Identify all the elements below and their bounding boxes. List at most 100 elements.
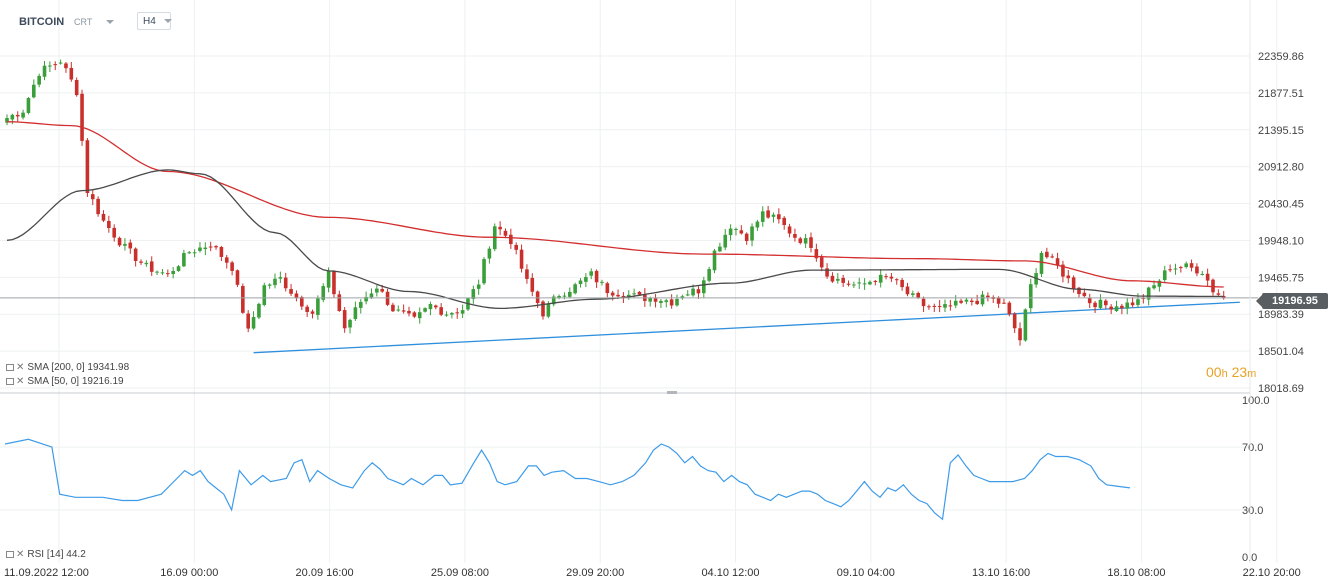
panel-resize-handle[interactable]	[667, 391, 677, 394]
candle-body	[289, 289, 293, 294]
candle	[1173, 263, 1178, 275]
candle	[830, 272, 835, 283]
close-icon[interactable]: ✕	[16, 376, 25, 387]
candle	[69, 61, 74, 82]
candle	[1098, 294, 1103, 310]
trendline	[253, 301, 1240, 354]
candle	[128, 239, 133, 254]
candle	[144, 260, 149, 267]
candle-body	[1162, 270, 1167, 280]
candle	[198, 242, 202, 253]
candle-body	[149, 261, 154, 272]
candle	[948, 299, 953, 311]
candle	[262, 282, 267, 307]
candle-body	[669, 299, 674, 306]
candle-body	[391, 304, 395, 312]
candle-body	[1045, 251, 1049, 258]
candle	[1007, 301, 1012, 317]
candle-body	[900, 279, 904, 288]
candle	[814, 243, 819, 262]
candle-body	[412, 312, 417, 317]
time-tick-label: 04.10 12:00	[701, 567, 759, 579]
candle	[991, 295, 996, 304]
candle-body	[482, 259, 486, 284]
candle	[348, 318, 352, 334]
candle-body	[348, 319, 352, 328]
candle	[578, 278, 583, 288]
candle-body	[450, 312, 454, 315]
candle	[771, 212, 776, 223]
candle-body	[509, 234, 513, 245]
rsi-tick-label: 30.0	[1242, 505, 1263, 517]
candle	[878, 269, 883, 288]
candle-body	[332, 271, 336, 295]
candle-body	[712, 250, 717, 271]
candle	[423, 307, 427, 313]
candle	[112, 224, 116, 242]
candle-body	[600, 281, 604, 283]
symbol-label[interactable]: BITCOIN	[19, 16, 65, 28]
candle	[862, 278, 867, 290]
candle-body	[1082, 292, 1087, 297]
candle-body	[605, 283, 610, 294]
candle-body	[460, 310, 465, 314]
candle-body	[1173, 268, 1178, 270]
settings-icon[interactable]	[6, 378, 14, 385]
candle-body	[444, 314, 449, 316]
candle	[133, 247, 138, 267]
candle-body	[1002, 302, 1006, 304]
candle-body	[32, 84, 36, 98]
candle-body	[214, 246, 218, 248]
close-icon[interactable]: ✕	[16, 549, 25, 560]
candle	[1045, 247, 1049, 259]
candle-body	[417, 312, 422, 319]
grid-lines	[0, 0, 1278, 563]
candle-body	[160, 272, 165, 274]
price-tick-label: 19465.75	[1258, 272, 1304, 284]
candle-body	[1205, 273, 1210, 281]
candle-body	[80, 93, 84, 141]
candle	[798, 236, 803, 245]
candle	[1028, 278, 1033, 314]
candle	[755, 219, 760, 231]
candle-body	[353, 307, 358, 319]
candle	[90, 189, 95, 206]
settings-icon[interactable]	[6, 551, 14, 558]
candle	[337, 290, 342, 312]
candle	[626, 290, 631, 300]
candle-body	[884, 276, 888, 278]
candle-body	[471, 289, 476, 300]
candle	[310, 309, 315, 319]
legend-sma200-label: SMA [200, 0] 19341.98	[27, 362, 130, 373]
candle-body	[782, 217, 786, 226]
timeframe-selector[interactable]: H4	[137, 12, 172, 30]
candle-body	[1071, 277, 1076, 290]
candle-body	[787, 226, 792, 234]
candle-body	[455, 312, 460, 314]
candle	[964, 297, 969, 305]
candle-body	[927, 306, 931, 308]
candle-body	[659, 300, 663, 304]
close-icon[interactable]: ✕	[16, 362, 25, 373]
chart-type-selector[interactable]: CRT	[74, 12, 115, 32]
candle-body	[551, 296, 556, 305]
candle-body	[889, 276, 894, 279]
candle	[192, 249, 197, 258]
candle-body	[594, 270, 599, 283]
candle	[498, 221, 502, 236]
candle	[857, 277, 862, 289]
candle	[273, 273, 277, 289]
candle	[760, 206, 765, 227]
candle-body	[326, 270, 331, 288]
candle	[139, 259, 143, 265]
candle	[530, 273, 535, 297]
settings-icon[interactable]	[6, 364, 14, 371]
candle	[107, 215, 111, 233]
candle-body	[123, 243, 127, 246]
candle-body	[943, 304, 947, 308]
candle-body	[648, 297, 652, 302]
candle-body	[434, 305, 438, 308]
candle	[85, 138, 90, 197]
candle-body	[1184, 263, 1188, 268]
